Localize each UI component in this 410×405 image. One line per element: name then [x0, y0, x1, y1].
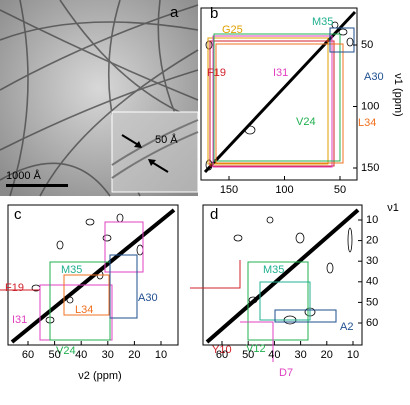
assignment-path: [215, 43, 344, 164]
inset-fibrils: [111, 119, 199, 179]
assignment-path: [213, 33, 341, 162]
assignment-path: [329, 27, 355, 53]
arrowhead: [134, 141, 142, 148]
assignment-path: [212, 35, 333, 168]
x-tick-label: 10: [347, 349, 359, 361]
frame: [7, 204, 179, 346]
assignment-path: [104, 221, 144, 273]
annotation: A2: [340, 321, 353, 333]
annotation: G25: [222, 24, 243, 36]
y-tick-label: 50: [361, 39, 373, 51]
axis-label: ν1: [387, 202, 399, 214]
y-tick-label: 30: [366, 255, 378, 267]
x-tick-label: 100: [275, 184, 293, 196]
frame: [200, 7, 358, 181]
x-tick-label: 10: [155, 349, 167, 361]
annotation: M35: [263, 264, 284, 276]
annotation: V24: [296, 116, 316, 128]
x-tick-label: 50: [48, 349, 60, 361]
scale-bar-label: 1000 Å: [6, 169, 42, 182]
x-tick-label: 40: [75, 349, 87, 361]
x-tick-label: 40: [268, 349, 280, 361]
annotation: L34: [358, 117, 376, 129]
annotation: A30: [364, 71, 384, 83]
y-tick-label: 40: [366, 276, 378, 288]
x-tick-label: 50: [334, 184, 346, 196]
assignment-path: [207, 37, 329, 165]
assignment-path: [247, 261, 309, 341]
diagonal: [10, 208, 176, 344]
x-tick-label: 60: [22, 349, 34, 361]
scale-bar: [6, 184, 68, 187]
panel-label: b: [210, 5, 218, 22]
annotation: M35: [312, 16, 333, 28]
annotation: M35: [61, 264, 82, 276]
assignment-path: [274, 309, 337, 323]
annotation: Y10: [212, 344, 232, 356]
diagonal: [205, 208, 360, 344]
annotation: V24: [56, 345, 76, 357]
assignment-path: [240, 321, 274, 362]
y-tick-label: 10: [366, 214, 378, 226]
frame: [202, 204, 363, 346]
assignment-path: [190, 260, 241, 289]
x-tick-label: 60: [216, 349, 228, 361]
assignment-path: [209, 40, 335, 167]
annotation: F19: [207, 67, 226, 79]
y-tick-label: 50: [366, 296, 378, 308]
panel-a: 50 Å 1000 Å a: [0, 0, 199, 197]
panel-label: c: [14, 206, 22, 223]
assignment-path: [259, 281, 311, 321]
panel-c: c F19 M35 I31 L34 A30 V24 ν2 (ppm) 60 50 4…: [0, 204, 179, 382]
annotation: A30: [138, 292, 158, 304]
panel-b: b G25 M35 F19 I31 A30 V24 L34 ν1 (ppm) 1…: [200, 5, 404, 196]
annotation: F19: [5, 282, 24, 294]
x-tick-label: 30: [102, 349, 114, 361]
annotation: V12: [246, 343, 266, 355]
assignment-path: [109, 254, 138, 319]
x-tick-label: 20: [128, 349, 140, 361]
y-tick-label: 100: [361, 100, 379, 112]
annotation: I31: [273, 67, 288, 79]
y-tick-label: 60: [366, 317, 378, 329]
inset-label: 50 Å: [155, 133, 178, 146]
assignment-path: [63, 274, 110, 316]
x-tick-label: 50: [242, 349, 254, 361]
panel-d: d M35 Y10 A2 V12 D7 ν1 60 50 40 30 20 10 10 20 3…: [190, 202, 399, 379]
axis-label: ν2 (ppm): [78, 370, 121, 382]
axis-label: ν1 (ppm): [392, 73, 404, 116]
y-tick-label: 150: [361, 162, 379, 174]
x-tick-label: 150: [220, 184, 238, 196]
annotation: D7: [279, 367, 293, 379]
arrowhead: [148, 159, 156, 166]
y-tick-label: 20: [366, 235, 378, 247]
fibrils: [0, 0, 199, 197]
x-tick-label: 30: [294, 349, 306, 361]
panel-label: d: [210, 206, 218, 223]
contours: [233, 216, 353, 325]
panel-label: a: [170, 4, 179, 21]
annotation: I31: [12, 314, 27, 326]
x-tick-label: 20: [321, 349, 333, 361]
annotation: L34: [75, 304, 93, 316]
